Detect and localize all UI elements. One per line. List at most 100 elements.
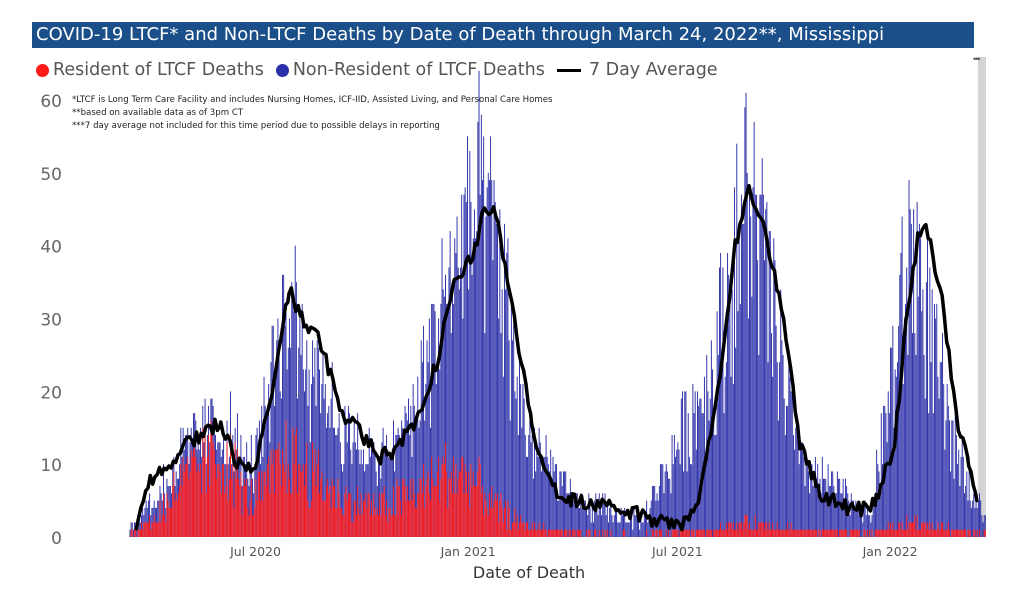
bar-nonresident bbox=[697, 391, 698, 537]
bar-nonresident bbox=[294, 245, 296, 538]
bar-nonresident bbox=[291, 282, 293, 537]
bar-nonresident bbox=[931, 289, 933, 537]
bar-resident bbox=[232, 464, 234, 537]
bar-resident bbox=[760, 522, 762, 537]
bar-resident bbox=[921, 522, 923, 537]
more-options-icon[interactable]: ••• bbox=[973, 54, 981, 64]
bar-nonresident bbox=[582, 500, 584, 537]
bar-resident bbox=[552, 529, 554, 537]
bar-resident bbox=[210, 420, 212, 537]
bar-nonresident bbox=[160, 493, 162, 537]
bar-resident bbox=[826, 529, 828, 537]
bar-resident bbox=[776, 522, 778, 537]
bar-nonresident bbox=[603, 500, 605, 537]
bar-nonresident bbox=[546, 456, 548, 537]
bar-nonresident bbox=[788, 362, 790, 537]
bar-resident bbox=[521, 522, 523, 537]
bar-nonresident bbox=[529, 420, 531, 537]
bar-nonresident bbox=[761, 158, 763, 537]
bar-resident bbox=[922, 522, 924, 537]
bar-resident bbox=[703, 529, 705, 537]
legend-item-average[interactable]: 7 Day Average bbox=[556, 60, 718, 80]
bar-resident bbox=[531, 522, 533, 537]
bar-nonresident bbox=[916, 201, 918, 537]
bar-nonresident bbox=[851, 500, 853, 537]
bar-nonresident bbox=[799, 449, 801, 537]
bar-nonresident bbox=[950, 471, 952, 537]
bar-nonresident bbox=[841, 493, 843, 537]
bar-resident bbox=[412, 478, 414, 537]
bar-nonresident bbox=[323, 398, 325, 537]
bar-nonresident bbox=[966, 471, 968, 537]
bar-nonresident bbox=[828, 486, 830, 537]
bar-resident bbox=[384, 515, 386, 537]
bar-nonresident bbox=[571, 493, 572, 537]
bar-resident bbox=[257, 471, 259, 537]
bar-nonresident bbox=[747, 318, 749, 537]
bar-resident bbox=[534, 522, 535, 537]
bar-resident bbox=[768, 522, 770, 537]
bar-nonresident bbox=[930, 362, 932, 537]
bar-nonresident bbox=[619, 522, 621, 537]
bar-resident bbox=[890, 522, 892, 537]
legend-item-resident[interactable]: Resident of LTCF Deaths bbox=[36, 60, 264, 80]
bar-resident bbox=[228, 478, 230, 537]
bar-resident bbox=[528, 529, 530, 537]
bar-nonresident bbox=[855, 500, 857, 537]
bar-nonresident bbox=[774, 260, 776, 537]
bar-nonresident bbox=[699, 398, 701, 537]
bar-resident bbox=[624, 529, 626, 537]
bar-nonresident bbox=[918, 223, 920, 537]
bar-nonresident bbox=[408, 398, 409, 537]
bar-nonresident bbox=[344, 405, 346, 537]
bar-resident bbox=[350, 493, 352, 537]
bar-resident bbox=[816, 529, 818, 537]
bar-resident bbox=[801, 529, 802, 537]
bar-resident bbox=[456, 493, 458, 537]
bar-nonresident bbox=[762, 194, 764, 537]
bar-resident bbox=[171, 507, 173, 537]
legend-item-nonresident[interactable]: Non-Resident of LTCF Deaths bbox=[275, 60, 545, 80]
bar-resident bbox=[383, 486, 385, 537]
bar-resident bbox=[843, 529, 845, 537]
bar-nonresident bbox=[592, 522, 594, 537]
bar-nonresident bbox=[306, 340, 308, 537]
bar-resident bbox=[835, 529, 837, 537]
bar-nonresident bbox=[750, 216, 752, 537]
bar-resident bbox=[141, 522, 142, 537]
bar-resident bbox=[186, 464, 188, 537]
bar-resident bbox=[353, 500, 355, 537]
bar-nonresident bbox=[584, 500, 586, 537]
bar-resident bbox=[282, 449, 283, 537]
bar-nonresident bbox=[714, 435, 716, 537]
bar-nonresident bbox=[913, 209, 915, 537]
bar-resident bbox=[665, 529, 667, 537]
bar-resident bbox=[475, 486, 477, 537]
bar-resident bbox=[878, 529, 880, 537]
bar-nonresident bbox=[601, 515, 603, 537]
bar-resident bbox=[740, 522, 742, 537]
bar-resident bbox=[752, 529, 754, 537]
bar-nonresident bbox=[664, 471, 666, 537]
bar-resident bbox=[751, 529, 753, 537]
bar-nonresident bbox=[860, 507, 861, 537]
bar-nonresident bbox=[780, 289, 782, 537]
bar-resident bbox=[783, 529, 785, 537]
bar-resident bbox=[532, 529, 534, 537]
bar-resident bbox=[283, 464, 285, 537]
bar-resident bbox=[293, 464, 295, 537]
bar-nonresident bbox=[329, 427, 331, 537]
x-axis: Jul 2020 Jan 2021 Jul 2021 Jan 2022 bbox=[229, 544, 918, 559]
bar-resident bbox=[734, 529, 735, 537]
bar-nonresident bbox=[461, 194, 463, 537]
bar-nonresident bbox=[572, 500, 574, 537]
bar-nonresident bbox=[305, 369, 307, 537]
bar-nonresident bbox=[470, 201, 472, 537]
bar-resident bbox=[823, 529, 824, 537]
bar-nonresident bbox=[568, 493, 570, 537]
bar-nonresident bbox=[840, 493, 842, 537]
bar-nonresident bbox=[233, 471, 235, 537]
bar-nonresident bbox=[343, 464, 345, 537]
bar-resident bbox=[681, 529, 683, 537]
bar-resident bbox=[131, 529, 133, 537]
